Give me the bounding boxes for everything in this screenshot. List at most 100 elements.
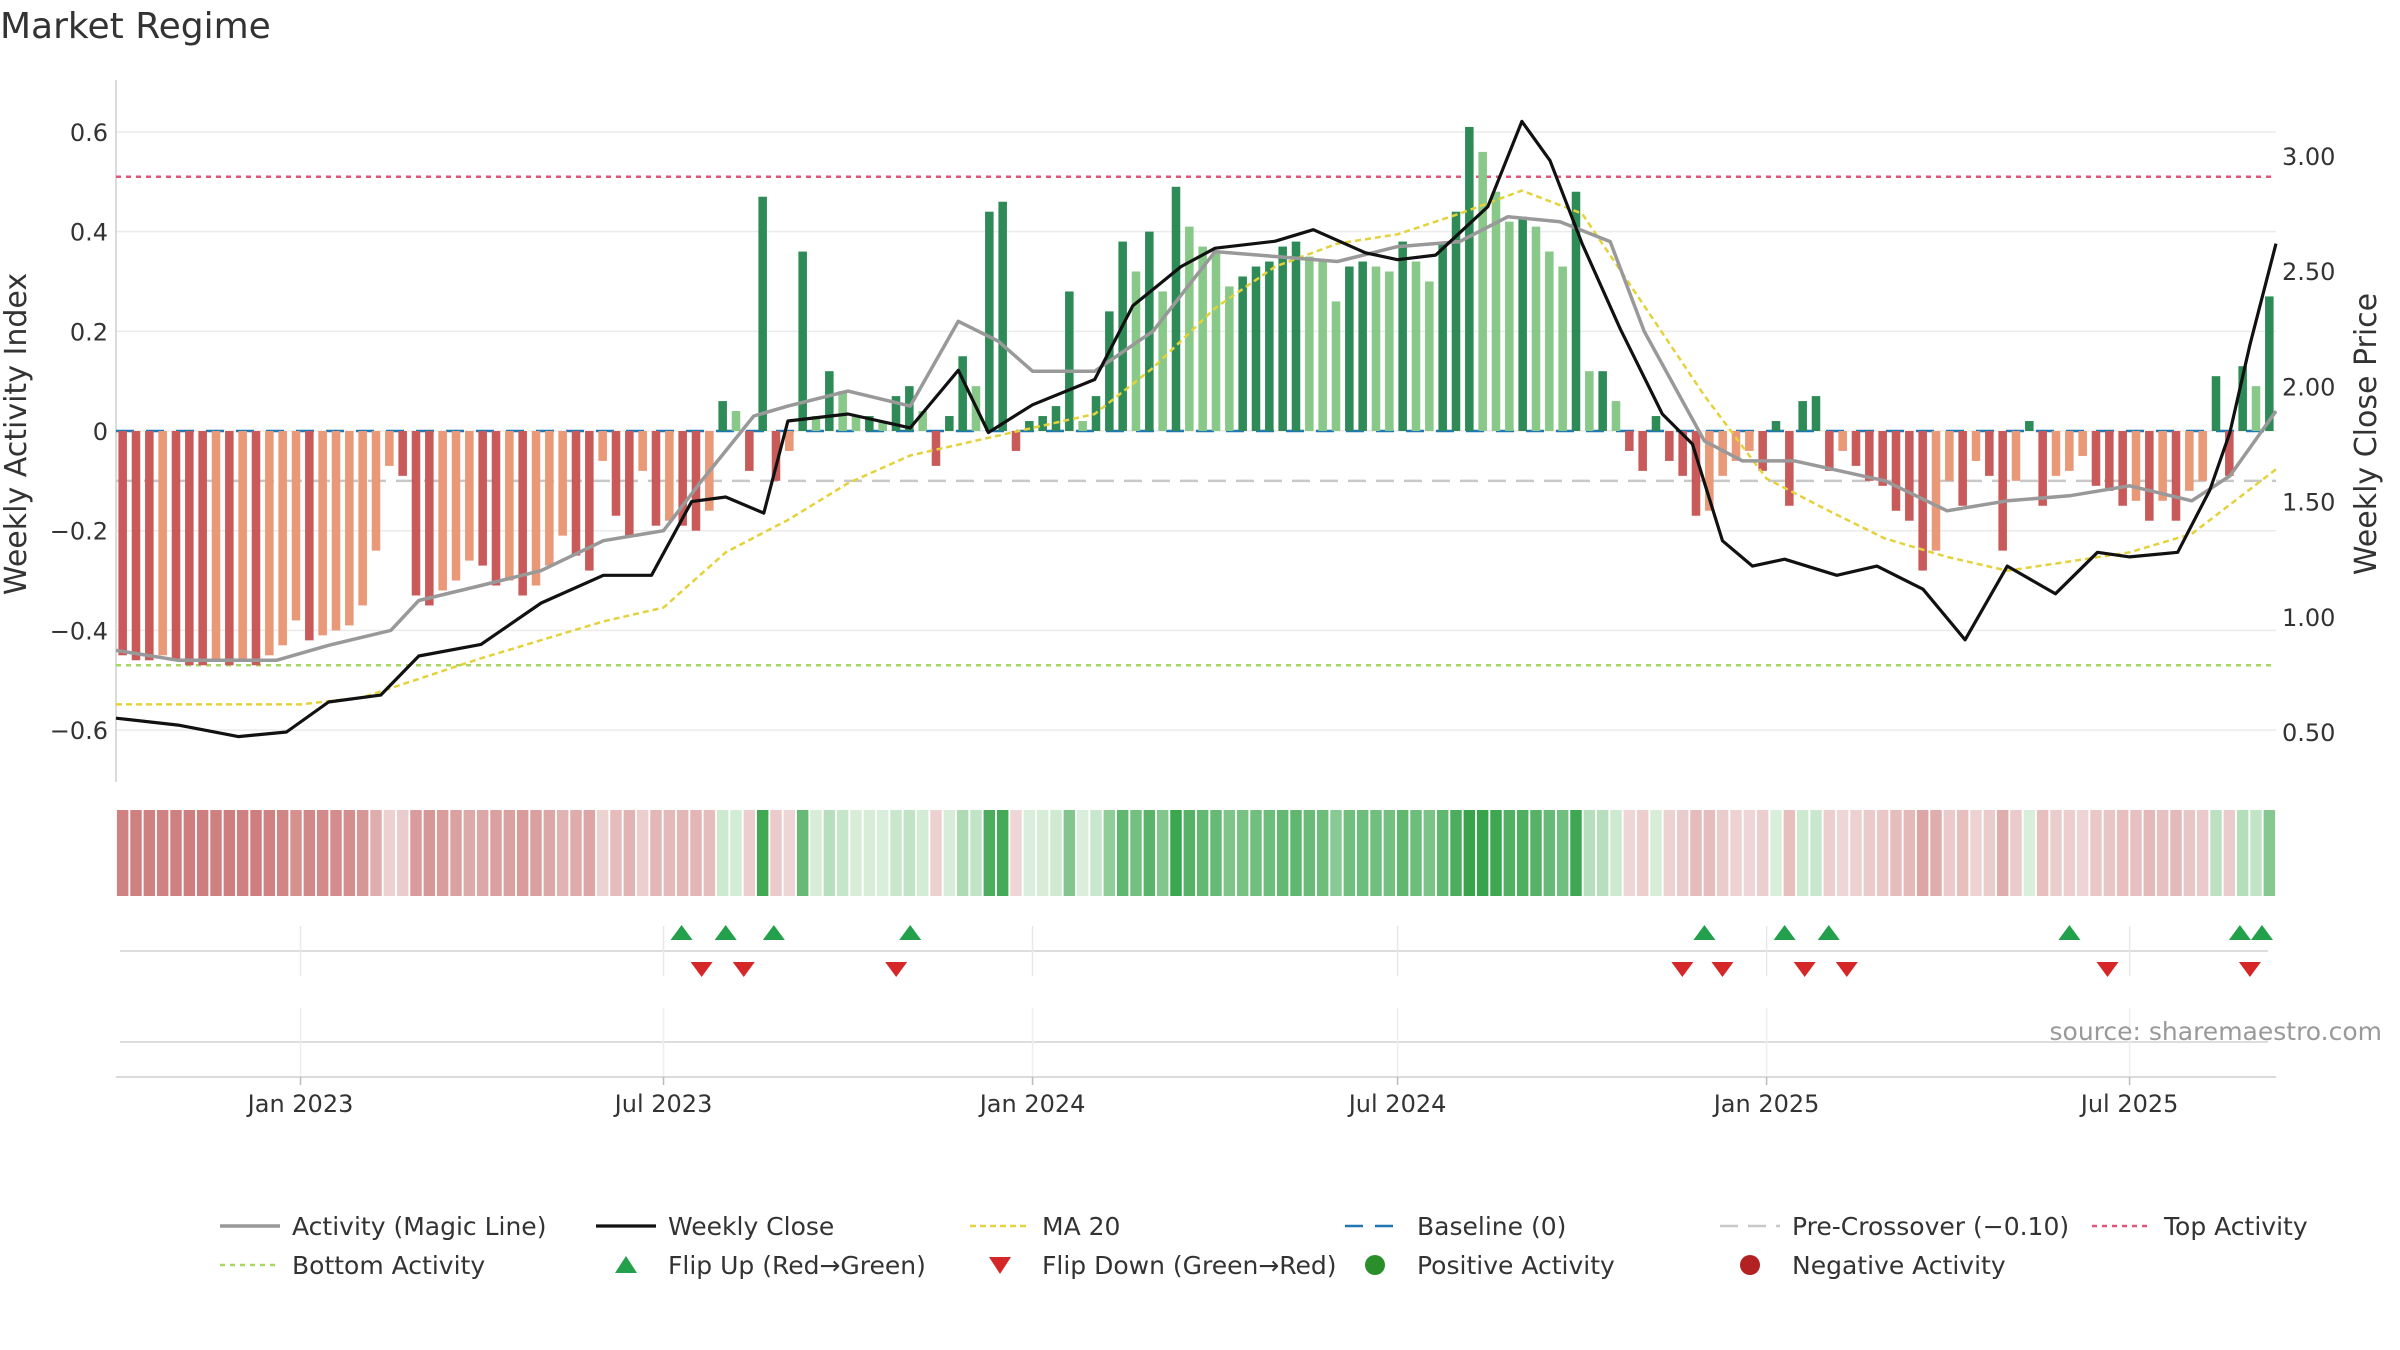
chart-title: Market Regime [0, 6, 271, 47]
activity-bars [118, 126, 2274, 666]
activity-bar [1851, 431, 1861, 466]
regime-cell [1730, 810, 1742, 896]
regime-cell [1743, 810, 1756, 896]
series-lines [115, 119, 2278, 739]
flip-up-marker [714, 925, 737, 940]
flip-down-marker [732, 962, 755, 977]
regime-cell [530, 810, 542, 896]
activity-bar [1945, 431, 1954, 481]
activity-bar [731, 411, 741, 431]
activity-bar [1331, 301, 1341, 431]
regime-cell [1383, 810, 1396, 896]
regime-cell [236, 810, 249, 896]
regime-cell [863, 810, 876, 896]
activity-bar [2265, 296, 2274, 431]
activity-bar [611, 431, 621, 516]
activity-bar [1131, 271, 1141, 431]
activity-bar [1358, 261, 1367, 431]
activity-bar [1251, 266, 1261, 431]
activity-bar [1265, 261, 1274, 431]
activity-bar [1345, 266, 1354, 431]
regime-cell [1156, 810, 1169, 896]
activity-bar [2251, 386, 2261, 431]
left-tick-label: −0.4 [50, 617, 108, 645]
activity-bar [1718, 431, 1727, 476]
activity-bar [1318, 261, 1327, 431]
regime-cell [1143, 810, 1156, 896]
regime-cell [996, 810, 1009, 896]
regime-cell [1636, 810, 1649, 896]
activity-bar [118, 431, 127, 656]
regime-cell [183, 810, 196, 896]
regime-cell [596, 810, 609, 896]
activity-bar [1571, 191, 1581, 431]
regime-cell [836, 810, 849, 896]
regime-cell [1330, 810, 1342, 896]
activity-bar [331, 431, 341, 631]
regime-cell [810, 810, 822, 896]
flip-up-marker [762, 925, 785, 940]
right-tick-label: 2.00 [2282, 373, 2335, 401]
right-tick-label: 0.50 [2282, 719, 2335, 747]
activity-bar [438, 431, 447, 591]
activity-bar [1291, 241, 1301, 431]
activity-bar [1731, 431, 1741, 461]
activity-bar [878, 421, 887, 431]
regime-cell [476, 810, 489, 896]
regime-cell [583, 810, 596, 896]
regime-cell [610, 810, 622, 896]
reference-lines [116, 175, 2276, 667]
activity-bar [1585, 371, 1594, 431]
activity-bar [1518, 216, 1527, 431]
activity-bar [171, 431, 181, 661]
right-tick-label: 1.50 [2282, 489, 2335, 517]
activity-bar [558, 431, 567, 536]
left-tick-label: 0.6 [70, 119, 108, 147]
activity-bar [985, 211, 994, 431]
regime-cell [490, 810, 502, 896]
legend-swatch-flip-down [989, 1257, 1011, 1274]
regime-cell [1436, 810, 1449, 896]
activity-bar [1705, 431, 1714, 511]
legend-label: Negative Activity [1792, 1251, 2006, 1280]
regime-cell [2050, 810, 2062, 896]
regime-cell [396, 810, 409, 896]
activity-bar [718, 401, 727, 431]
activity-bar [771, 431, 781, 481]
activity-bar [798, 251, 807, 431]
ma20-line [116, 189, 2277, 706]
activity-bar [945, 416, 954, 431]
activity-bar [865, 416, 874, 431]
regime-cell [1450, 810, 1462, 896]
regime-cell [2223, 810, 2236, 896]
regime-cell [1343, 810, 1356, 896]
activity-bar [2091, 431, 2101, 486]
regime-cell [1210, 810, 1222, 896]
flip-up-marker [670, 925, 693, 940]
flip-up-marker [1773, 925, 1796, 940]
activity-bar [131, 431, 141, 661]
regime-cell [250, 810, 262, 896]
activity-bar [1011, 431, 1021, 451]
activity-bar [305, 431, 314, 641]
activity-bar [211, 431, 221, 661]
regime-cell [1930, 810, 1942, 896]
activity-bar [2145, 431, 2154, 521]
activity-bar [371, 431, 381, 551]
x-tick-label: Jul 2025 [2079, 1090, 2179, 1118]
regime-cell [1090, 810, 1102, 896]
flip-down-marker [885, 962, 908, 977]
activity-bar [478, 431, 487, 566]
activity-bar [1905, 431, 1914, 521]
regime-cell [1796, 810, 1809, 896]
regime-cell [2116, 810, 2129, 896]
regime-cell [703, 810, 716, 896]
regime-cell [1543, 810, 1556, 896]
regime-cell [1903, 810, 1916, 896]
activity-bar [1771, 421, 1781, 431]
activity-bar [1971, 431, 1981, 461]
activity-bar [385, 431, 394, 466]
regime-cell [423, 810, 436, 896]
regime-cell [716, 810, 729, 896]
legend-label: Baseline (0) [1417, 1212, 1566, 1241]
